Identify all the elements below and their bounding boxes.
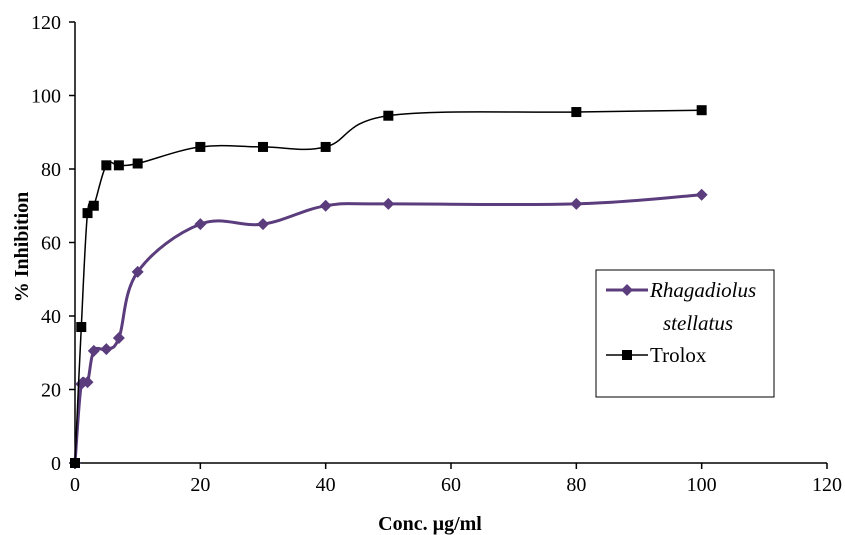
data-point-diamond [257,218,269,231]
x-tick-label: 120 [812,474,842,496]
legend-label-rhagadiolus-line2: stellatus [663,311,733,335]
y-tick-label: 80 [41,159,61,181]
data-point-square [113,160,124,171]
data-point-diamond [100,343,113,356]
data-point-square [70,458,80,468]
data-point-diamond [131,265,144,278]
legend-label-trolox: Trolox [650,343,707,367]
x-tick-label: 100 [687,474,717,496]
x-tick-label: 0 [70,474,80,496]
y-tick-label: 120 [31,12,61,34]
data-point-square [383,110,394,121]
legend-label-rhagadiolus-line1: Rhagadiolus [649,278,756,302]
y-tick-label: 0 [51,453,61,475]
y-tick-label: 100 [31,86,61,108]
series-layer [69,105,708,469]
y-axis-ticks: 0 20 40 60 80 100 120 [31,12,75,475]
data-point-diamond [81,376,94,389]
data-point-diamond [695,188,708,201]
x-tick-label: 20 [190,474,210,496]
data-point-square [132,158,143,169]
y-axis-title: % Inhibition [11,192,33,303]
y-tick-label: 20 [41,380,61,402]
legend-entry-rhagadiolus: Rhagadiolus stellatus [606,278,756,335]
data-point-square [101,160,112,171]
x-axis-title: Conc. µg/ml [378,513,482,535]
series-trolox [70,105,707,468]
data-point-diamond [112,332,125,345]
y-tick-label: 40 [41,306,61,328]
legend-marker-trolox [622,350,632,360]
data-point-diamond [382,197,395,210]
legend: Rhagadiolus stellatus Trolox [595,269,775,398]
x-axis-ticks: 0 20 40 60 80 100 120 [70,463,842,496]
data-point-square [76,322,87,333]
data-point-square [320,141,331,152]
legend-entry-trolox: Trolox [606,343,707,367]
data-point-diamond [319,199,332,212]
data-point-square [82,208,93,219]
data-point-square [258,141,268,152]
x-tick-label: 60 [441,474,461,496]
data-point-square [571,107,582,118]
series-line [74,109,702,464]
x-tick-label: 80 [566,474,586,496]
data-point-square [88,200,99,211]
x-tick-label: 40 [316,474,336,496]
legend-marker-rhagadiolus [621,284,633,296]
data-point-square [195,141,206,152]
data-point-diamond [87,344,100,357]
data-point-square [696,105,707,116]
y-tick-label: 60 [41,233,61,255]
data-point-diamond [570,197,583,210]
data-point-diamond [194,218,207,231]
